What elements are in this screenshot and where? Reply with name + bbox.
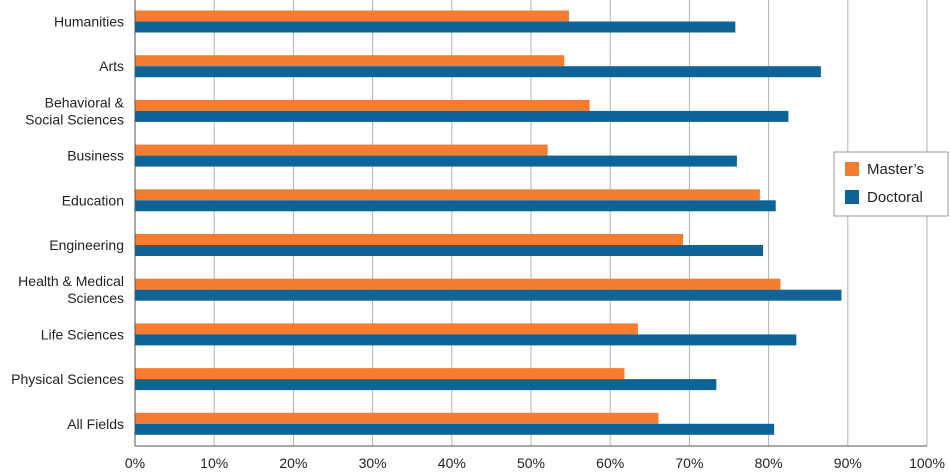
x-tick-label: 50% (517, 455, 545, 471)
bar-masters (135, 99, 590, 111)
x-tick-label: 60% (596, 455, 624, 471)
category-label: Life Sciences (41, 326, 124, 342)
x-tick-label: 0% (125, 455, 145, 471)
bar-masters (135, 55, 565, 67)
bar-doctoral (135, 334, 797, 346)
bar-doctoral (135, 200, 776, 212)
x-tick-label: 30% (359, 455, 387, 471)
bar-masters (135, 234, 684, 245)
legend-swatch (845, 162, 859, 176)
bar-masters (135, 10, 570, 22)
bar-doctoral (135, 110, 789, 122)
category-label: Behavioral & Social Sciences (25, 94, 124, 127)
legend-swatch (845, 190, 859, 204)
x-tick-label: 20% (279, 455, 307, 471)
x-axis: 0% 10% 20% 30% 40% 50% 60% 70% 80% 90% 100% (125, 0, 945, 471)
bars (135, 10, 842, 435)
bar-doctoral (135, 155, 737, 167)
bar-doctoral (135, 21, 736, 33)
bar-doctoral (135, 423, 775, 435)
x-tick-label: 40% (438, 455, 466, 471)
category-label: All Fields (67, 416, 124, 432)
bar-masters (135, 368, 625, 380)
category-label: Education (62, 192, 124, 208)
bar-masters (135, 189, 760, 201)
category-label: Arts (99, 58, 124, 74)
bar-doctoral (135, 289, 842, 301)
bar-doctoral (135, 379, 717, 391)
x-tick-label: 10% (200, 455, 228, 471)
bar-masters (135, 323, 638, 335)
x-tick-label: 90% (834, 455, 862, 471)
category-label: Health & Medical Sciences (18, 273, 124, 306)
bar-masters (135, 278, 781, 290)
category-label: Business (67, 148, 124, 164)
category-labels: Humanities Arts Behavioral & Social Science… (11, 14, 124, 432)
legend-label: Doctoral (867, 189, 923, 206)
bar-masters (135, 144, 548, 156)
x-tick-label: 70% (675, 455, 703, 471)
x-tick-label: 100% (909, 455, 945, 471)
x-tick-label: 80% (755, 455, 783, 471)
bar-doctoral (135, 66, 821, 78)
category-label: Engineering (49, 237, 124, 253)
category-label: Humanities (54, 14, 124, 30)
legend-label: Master’s (867, 161, 924, 178)
bar-doctoral (135, 245, 764, 256)
category-label: Physical Sciences (11, 371, 124, 387)
bar-masters (135, 412, 659, 424)
legend: Master’s Doctoral (833, 151, 949, 217)
